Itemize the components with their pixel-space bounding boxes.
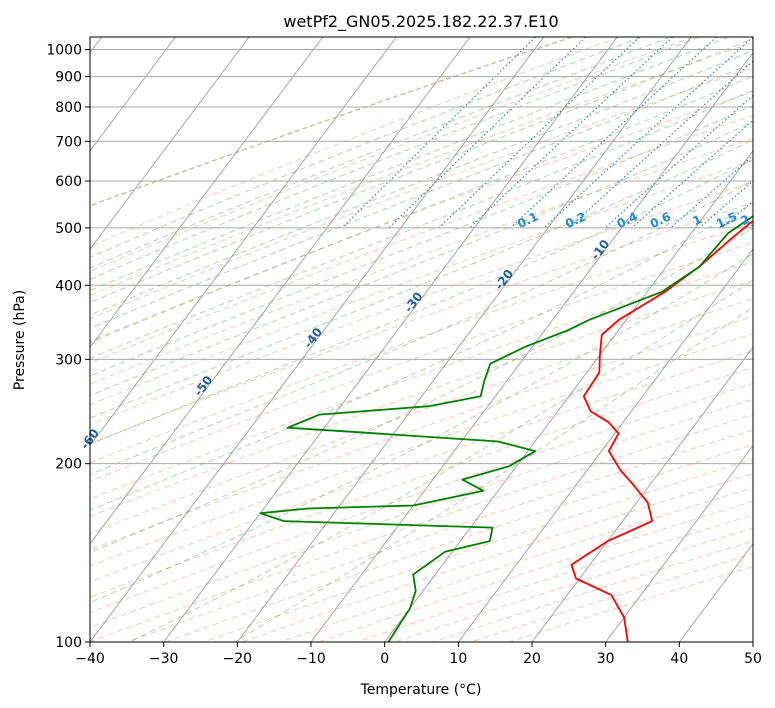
dry-adiabat-line: [90, 137, 753, 385]
x-tick-label: −10: [296, 651, 326, 667]
isotherm-line: [310, 51, 753, 642]
x-axis: −40 −30 −20 −10 0 10 20 30 40 50: [75, 642, 762, 667]
mixing-ratio-line: [568, 60, 753, 229]
dry-adiabat-line: [90, 261, 753, 500]
isotherm-line: [90, 37, 471, 545]
y-tick-label: 700: [55, 134, 82, 150]
y-tick-label: 200: [55, 457, 82, 473]
dry-adiabat-line: [90, 37, 620, 247]
dry-adiabat-line: [90, 315, 753, 551]
plot-frame: [89, 36, 754, 643]
y-tick-label: 100: [55, 635, 82, 651]
x-tick-label: 40: [670, 651, 688, 667]
dry-adiabat-line: [90, 114, 753, 364]
x-tick-label: 50: [744, 651, 762, 667]
moist-adiabat-line: [90, 139, 753, 419]
y-tick-label: 900: [55, 70, 82, 86]
mixing-ratio-line: [509, 37, 717, 229]
moist-adiabat-line: [90, 253, 753, 604]
pressure-gridlines: [90, 49, 753, 642]
y-axis-label: Pressure (hPa): [12, 290, 28, 390]
temperature-profile-line: [570, 219, 753, 642]
dry-adiabat-line: [90, 66, 753, 320]
dry-adiabat-line: [90, 366, 753, 598]
isotherm-line: [605, 444, 753, 642]
y-tick-label: 600: [55, 174, 82, 190]
dry-adiabat-line: [90, 298, 753, 534]
x-tick-label: −40: [75, 651, 105, 667]
isotherm-line: [90, 37, 250, 250]
y-tick-label: 500: [55, 221, 82, 237]
isotherm-line: [163, 37, 618, 642]
x-tick-label: −30: [149, 651, 179, 667]
x-tick-label: 30: [597, 651, 615, 667]
profile-lines: [259, 214, 753, 642]
y-tick-label: 300: [55, 352, 82, 368]
background-lines: [90, 37, 753, 642]
isotherm-line: [384, 150, 753, 642]
y-tick-label: 1000: [46, 43, 82, 59]
dry-adiabat-line: [90, 41, 753, 297]
moist-adiabat-line: [90, 38, 753, 304]
isotherm-line: [457, 248, 753, 642]
dry-adiabat-line: [90, 350, 753, 583]
moist-adiabat-line: [90, 62, 753, 329]
moist-adiabat-line: [90, 203, 753, 511]
y-tick-label: 400: [55, 278, 82, 294]
mixing-ratio-line: [543, 37, 753, 229]
isotherm-line: [90, 37, 397, 447]
isotherm-line: [90, 37, 324, 349]
x-axis-label: Temperature (°C): [360, 682, 482, 698]
chart-title: wetPf2_GN05.2025.182.22.37.E10: [283, 12, 558, 32]
isotherm-line: [90, 37, 176, 152]
x-tick-label: −20: [223, 651, 253, 667]
dry-adiabat-line: [90, 37, 694, 272]
moist-adiabat-line: [90, 49, 753, 316]
moist-adiabat-line: [90, 37, 729, 292]
dry-adiabat-line: [90, 242, 753, 482]
moist-adiabat-line: [90, 158, 753, 445]
reference-curve-line: [90, 37, 573, 207]
mixing-ratio-line: [670, 154, 753, 229]
moist-adiabat-line: [90, 37, 642, 258]
x-tick-label: 0: [380, 651, 389, 667]
y-tick-label: 800: [55, 100, 82, 116]
moist-adiabat-line: [90, 180, 753, 476]
dry-adiabat-line: [90, 202, 753, 445]
dewpoint-profile-line: [259, 214, 753, 642]
moist-adiabat-line: [90, 75, 753, 344]
y-axis: 1000 900 800 700 600 500 400 300 200 100: [46, 43, 90, 651]
isotherm-line: [236, 37, 692, 642]
x-tick-label: 20: [523, 651, 541, 667]
x-tick-label: 10: [449, 651, 467, 667]
isotherm-line: [90, 37, 545, 642]
dry-adiabat-line: [90, 91, 753, 342]
